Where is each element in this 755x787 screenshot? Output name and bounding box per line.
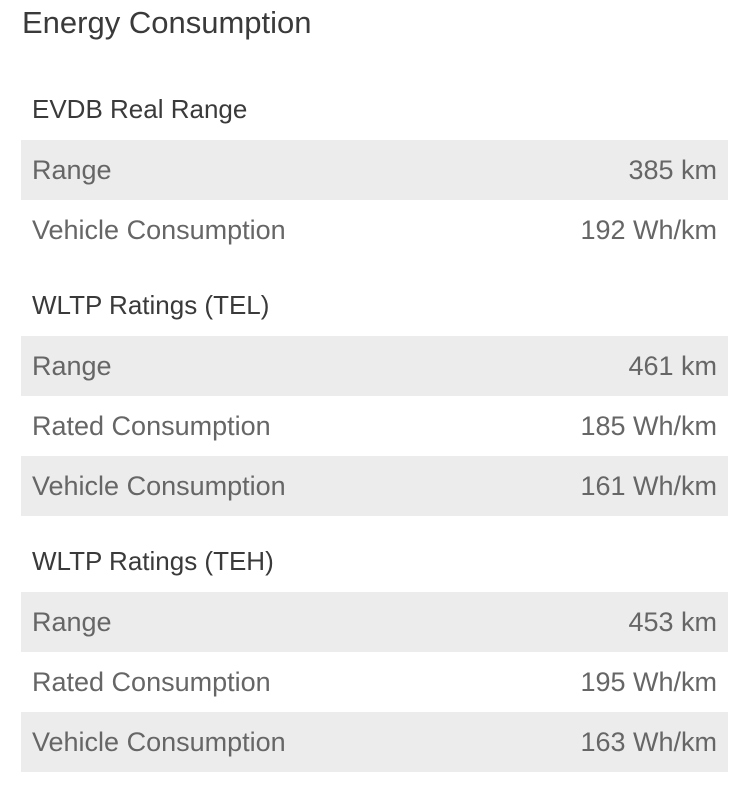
table-row: Range 453 km — [21, 592, 728, 652]
section-title-evdb-real-range: EVDB Real Range — [32, 94, 248, 124]
row-label: Vehicle Consumption — [32, 470, 286, 501]
row-label: Range — [32, 350, 112, 381]
table-row: Range 461 km — [21, 336, 728, 396]
row-label: Vehicle Consumption — [32, 726, 286, 757]
wltp-teh-table: Range 453 km Rated Consumption 195 Wh/km… — [21, 592, 728, 772]
table-row: Vehicle Consumption 163 Wh/km — [21, 712, 728, 772]
row-value: 385 km — [628, 154, 717, 185]
table-row: Rated Consumption 195 Wh/km — [21, 652, 728, 712]
row-value: 453 km — [628, 606, 717, 637]
table-row: Range 385 km — [21, 140, 728, 200]
wltp-tel-table: Range 461 km Rated Consumption 185 Wh/km… — [21, 336, 728, 516]
table-row: Vehicle Consumption 161 Wh/km — [21, 456, 728, 516]
row-label: Rated Consumption — [32, 410, 271, 441]
section-title-wltp-tel: WLTP Ratings (TEL) — [32, 290, 270, 320]
row-label: Vehicle Consumption — [32, 214, 286, 245]
page-title: Energy Consumption — [22, 5, 312, 40]
row-label: Range — [32, 606, 112, 637]
row-value: 195 Wh/km — [580, 666, 717, 697]
row-value: 161 Wh/km — [580, 470, 717, 501]
row-value: 185 Wh/km — [580, 410, 717, 441]
table-row: Vehicle Consumption 192 Wh/km — [21, 200, 728, 260]
row-value: 461 km — [628, 350, 717, 381]
evdb-real-range-table: Range 385 km Vehicle Consumption 192 Wh/… — [21, 140, 728, 260]
table-row: Rated Consumption 185 Wh/km — [21, 396, 728, 456]
row-value: 163 Wh/km — [580, 726, 717, 757]
section-title-wltp-teh: WLTP Ratings (TEH) — [32, 546, 274, 576]
row-label: Rated Consumption — [32, 666, 271, 697]
row-label: Range — [32, 154, 112, 185]
row-value: 192 Wh/km — [580, 214, 717, 245]
